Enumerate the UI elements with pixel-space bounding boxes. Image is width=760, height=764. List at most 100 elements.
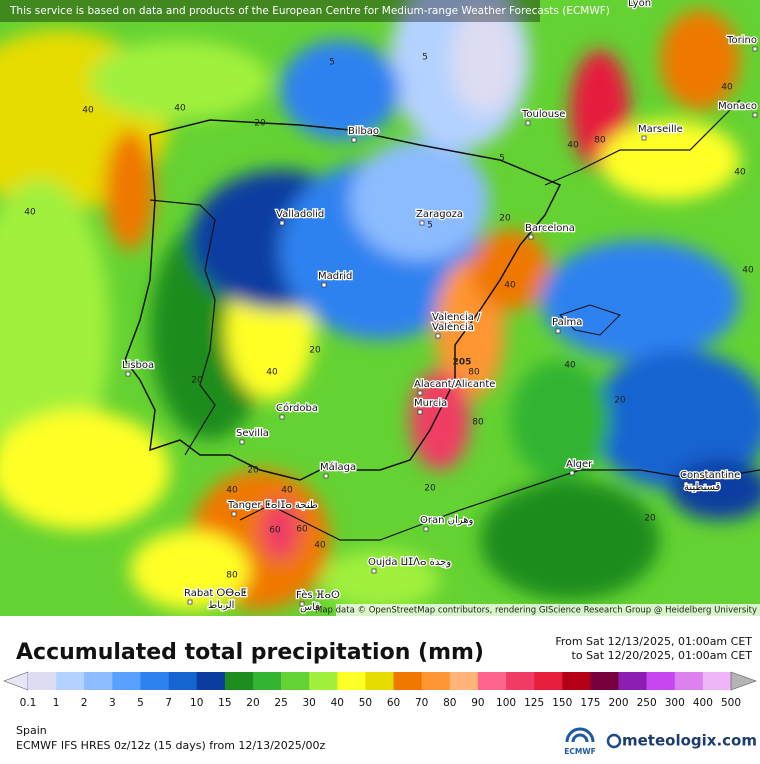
contour-label: 60	[269, 526, 281, 536]
city-label: València	[432, 321, 474, 333]
contour-label: 80	[226, 571, 238, 581]
meteologix-logo-text: meteologix.com	[622, 732, 757, 750]
city-label: Tanger ⵟⴰⵏⵊⴰ طنجة	[227, 500, 318, 511]
legend-tick-label: 125	[524, 697, 544, 709]
legend-swatch	[365, 672, 394, 690]
legend-tick-label: 7	[165, 697, 172, 709]
city-marker	[351, 137, 357, 143]
city-label: Málaga	[320, 461, 356, 473]
contour-label: 80	[468, 368, 480, 378]
legend-swatch	[506, 672, 535, 690]
contour-label: 40	[567, 141, 579, 151]
legend-swatch	[449, 672, 479, 690]
legend-arrow-right	[730, 671, 757, 691]
city-label: Oran وهران	[420, 515, 474, 526]
city-label: الرباط	[208, 600, 234, 611]
legend-tick-label: 30	[303, 697, 316, 709]
contour-label: 40	[174, 104, 186, 114]
coastline	[124, 119, 562, 481]
city-marker	[569, 470, 575, 476]
contour-label: 40	[314, 541, 326, 551]
notice: This service is based on data and produc…	[9, 5, 610, 17]
contour-label: 80	[594, 136, 606, 146]
city-marker	[323, 473, 329, 479]
legend-tick-label: 50	[359, 697, 372, 709]
city-marker	[279, 220, 285, 226]
legend-arrow-left	[3, 671, 29, 691]
city-marker	[525, 120, 531, 126]
city-label: Fès ⴼⴰⵙ	[296, 589, 340, 601]
contour-label: 40	[564, 361, 576, 371]
city-marker	[641, 135, 647, 141]
city-marker	[279, 414, 285, 420]
city-marker	[752, 112, 758, 118]
legend-swatch	[534, 672, 563, 690]
legend-swatch	[84, 672, 113, 690]
city-label: Lyon	[628, 0, 651, 9]
legend-tick-label: 25	[274, 697, 287, 709]
contour-label: 60	[296, 525, 308, 535]
legend-tick-label: 70	[415, 697, 428, 709]
legend-tick-label: 200	[608, 697, 628, 709]
legend-tick-label: 15	[218, 697, 231, 709]
legend-swatch	[646, 672, 676, 690]
region: Spain	[16, 724, 47, 737]
legend-tick-label: 80	[443, 697, 456, 709]
city-label: Zaragoza	[416, 209, 463, 220]
city-label: Valladolid	[276, 209, 324, 220]
legend-swatch	[393, 672, 422, 690]
legend-tick-label: 0.1	[20, 697, 37, 709]
ecmwf-logo: ECMWF	[564, 727, 596, 756]
city-marker	[423, 526, 429, 532]
meteologix-logo: meteologix.com	[606, 732, 757, 750]
contour-label: 20	[424, 484, 436, 494]
city-label: Marseille	[638, 124, 683, 135]
legend-tick-label: 175	[580, 697, 600, 709]
contour-label: 40	[742, 266, 754, 276]
city-label: فاس	[300, 602, 320, 613]
legend-tick-label: 5	[137, 697, 144, 709]
contour-label: 20	[191, 376, 203, 386]
city-label: Córdoba	[276, 402, 318, 414]
contour-label: 5	[329, 58, 335, 68]
city-marker	[555, 328, 561, 334]
legend-swatch	[28, 672, 57, 690]
legend-tick-label: 20	[246, 697, 259, 709]
city-label: Bilbao	[348, 126, 379, 137]
city-marker	[417, 390, 423, 396]
title: Accumulated total precipitation (mm)	[16, 640, 484, 665]
legend-swatch	[309, 672, 338, 690]
city-marker	[417, 409, 423, 415]
city-label: Torino	[726, 35, 757, 46]
notice-bg	[0, 0, 540, 22]
contour-label: 40	[504, 281, 516, 291]
island	[559, 304, 621, 336]
legend-swatch	[196, 672, 226, 690]
city-marker	[125, 371, 131, 377]
city-label: Palma	[552, 317, 582, 328]
attribution: Map data © OpenStreetMap contributors, r…	[315, 606, 757, 616]
legend-swatch	[421, 672, 451, 690]
city-label: Alger	[566, 459, 593, 470]
map-labels: Lyon Torino Monaco Toulouse Marseille Bilbao V…	[24, 0, 758, 614]
contour-label: 40	[734, 168, 746, 178]
legend-swatch	[562, 672, 591, 690]
precipitation-map: Lyon Torino Monaco Toulouse Marseille Bilbao V…	[0, 0, 760, 616]
contour-label: 20	[247, 466, 259, 476]
contour-label: 20	[499, 214, 511, 224]
contour-label: 20	[644, 514, 656, 524]
contour-label: 40	[721, 83, 733, 93]
model-info: ECMWF IFS HRES 0z/12z (15 days) from 12/…	[16, 739, 326, 752]
legend-tick-label: 500	[721, 697, 741, 709]
attribution-bg	[336, 604, 760, 616]
city-marker	[419, 220, 425, 226]
city-label: Oujda ⵡⵊⴷⴰ وجدة	[368, 557, 451, 568]
city-label: Madrid	[318, 271, 352, 282]
border	[149, 199, 216, 456]
ecmwf-logo-text: ECMWF	[564, 747, 596, 756]
city-label: Alacant/Alicante	[414, 379, 495, 390]
legend-tick-label: 90	[471, 697, 484, 709]
city-label: Lisboa	[122, 360, 154, 371]
contour-label: 5	[499, 154, 505, 164]
